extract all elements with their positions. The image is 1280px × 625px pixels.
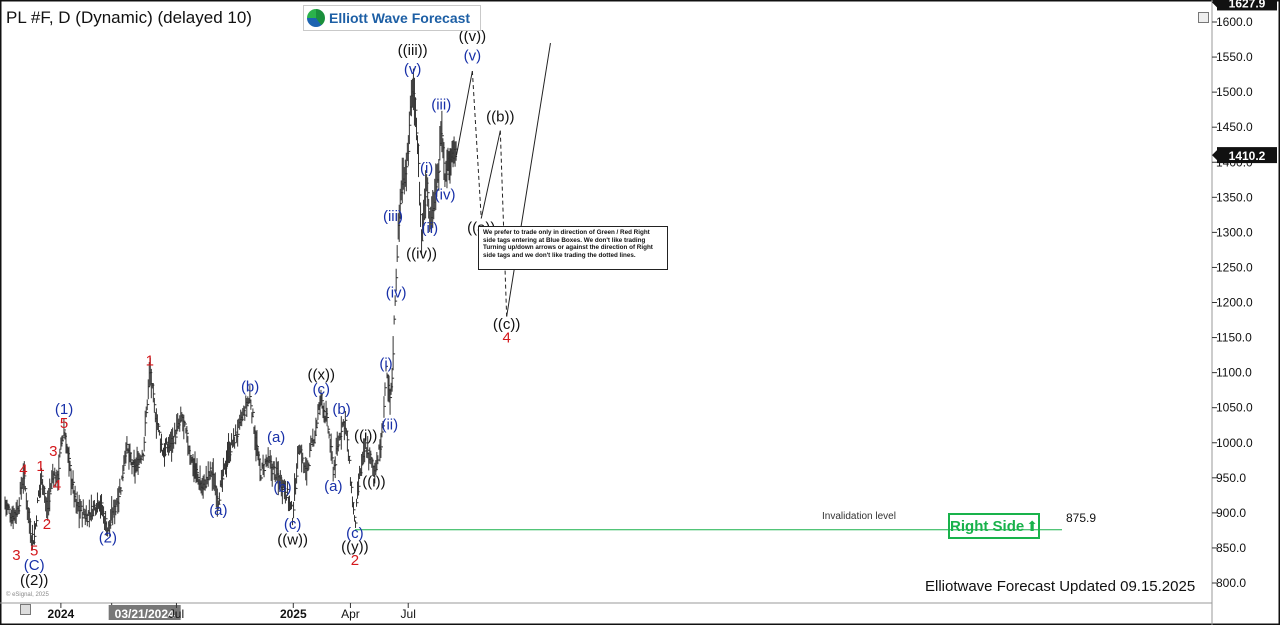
price-tags: 1627.9 1410.2 (1212, 0, 1277, 164)
brand-logo-icon (307, 9, 325, 27)
updated-text: Elliotwave Forecast Updated 09.15.2025 (925, 578, 1196, 595)
projection-segment (506, 42, 551, 317)
scale-toggle-icon[interactable] (1198, 12, 1209, 23)
wave-label: (i) (379, 356, 392, 373)
y-tick-label: 1450.0 (1216, 120, 1253, 134)
invalidation-value: 875.9 (1066, 511, 1097, 525)
wave-label: (v) (404, 61, 422, 78)
wave-label: 4 (53, 477, 61, 494)
wave-label: (c) (346, 525, 364, 542)
x-tick-label: Apr (341, 607, 360, 621)
brand-logo: Elliott Wave Forecast (303, 5, 481, 31)
y-tick-label: 900.0 (1216, 506, 1246, 520)
price-tag-label: 1410.2 (1229, 149, 1266, 163)
y-tick-label: 1550.0 (1216, 50, 1253, 64)
wave-label: (b) (332, 401, 350, 418)
wave-label: (i) (420, 160, 433, 177)
y-tick-label: 1600.0 (1216, 15, 1253, 29)
wave-label: 4 (502, 330, 510, 347)
projection-lines (455, 42, 551, 317)
wave-label: 5 (60, 415, 68, 432)
wave-label: (ii) (421, 220, 438, 237)
invalidation-label: Invalidation level (822, 511, 896, 522)
x-tick-label: 2025 (280, 607, 307, 621)
y-tick-label: 1050.0 (1216, 401, 1253, 415)
wave-label: ((v)) (459, 28, 486, 45)
y-axis-ticks: 800.0 850.0 900.0 950.0 1000.0 1050.0 1100.0 11… (1212, 15, 1253, 590)
wave-label: 1 (146, 353, 154, 370)
wave-label: ((w)) (277, 532, 308, 549)
y-tick-label: 1300.0 (1216, 225, 1253, 239)
x-tick-label: Jul (401, 607, 416, 621)
wave-label: (iii) (431, 97, 451, 114)
y-tick-label: 1200.0 (1216, 296, 1253, 310)
wave-label: ((y)) (341, 539, 368, 556)
price-tag-box (1217, 147, 1277, 164)
wave-label: (v) (464, 48, 482, 65)
wave-label: ((x)) (307, 367, 334, 384)
y-tick-label: 850.0 (1216, 541, 1246, 555)
wave-label: (iv) (386, 285, 407, 302)
wave-label: ((iii)) (398, 42, 428, 59)
price-tag-pointer (1212, 150, 1217, 161)
wave-label: 2 (351, 552, 359, 569)
trading-note: We prefer to trade only in direction of … (478, 226, 668, 270)
y-tick-label: 800.0 (1216, 576, 1246, 590)
wave-label: ((i)) (362, 473, 385, 490)
chart-title: PL #F, D (Dynamic) (delayed 10) (6, 8, 252, 27)
price-tag-pointer (1212, 0, 1217, 8)
y-tick-label: 1100.0 (1216, 366, 1252, 380)
zoom-icon[interactable] (20, 604, 31, 615)
wave-label: (b) (273, 479, 291, 496)
wave-label: (a) (209, 502, 227, 519)
y-tick-label: 1250.0 (1216, 260, 1253, 274)
y-tick-label: 950.0 (1216, 471, 1246, 485)
y-tick-label: 1500.0 (1216, 85, 1253, 99)
wave-label: (1) (55, 401, 73, 418)
right-side-tag: Right Side ⬆ (948, 513, 1040, 539)
projection-segment (455, 70, 473, 156)
projection-segment (499, 130, 508, 317)
up-arrow-icon: ⬆ (1026, 517, 1038, 534)
wave-label: 1 (36, 458, 44, 475)
wave-label: 3 (12, 547, 20, 564)
y-tick-label: 1350.0 (1216, 190, 1253, 204)
price-tag-label: 1627.9 (1229, 0, 1266, 10)
wave-label: ((b)) (486, 109, 514, 126)
wave-label: (iv) (435, 187, 456, 204)
right-side-label: Right Side (950, 517, 1025, 535)
wave-label: (ii) (381, 417, 398, 434)
wave-label: (a) (324, 478, 342, 495)
wave-label: (b) (241, 379, 259, 396)
wave-label: (C) (24, 557, 45, 574)
x-tick-label: Jul (169, 607, 184, 621)
wave-label: 3 (49, 443, 57, 460)
wave-label: ((iv)) (406, 245, 437, 262)
wave-label: (c) (284, 516, 302, 533)
projection-segment (471, 71, 482, 219)
wave-label: ((2)) (20, 572, 48, 589)
brand-name: Elliott Wave Forecast (329, 10, 471, 26)
x-tick-label: 2024 (48, 607, 75, 621)
wave-label: 2 (43, 516, 51, 533)
wave-label: (a) (267, 429, 285, 446)
wave-label: (2) (99, 529, 117, 546)
wave-labels: 345(C)((2))12345(1)(2)1(a)(b)(a)(b)(c)((… (12, 10, 520, 589)
x-tick-label: 03/21/2024 (115, 607, 175, 621)
x-tick-highlight (108, 605, 181, 620)
y-tick-label: 1150.0 (1216, 331, 1252, 345)
esignal-copyright: © eSignal, 2025 (6, 592, 49, 598)
wave-label: (c) (312, 381, 330, 398)
price-bars (4, 68, 459, 551)
y-tick-label: 1000.0 (1216, 436, 1253, 450)
projection-segment (480, 130, 501, 219)
wave-label: ((c)) (493, 316, 520, 333)
wave-label: ((i)) (354, 428, 377, 445)
wave-label: (iii) (383, 208, 403, 225)
price-tag-box (1217, 0, 1277, 11)
wave-label: 4 (19, 461, 27, 478)
wave-label: 5 (30, 543, 38, 560)
